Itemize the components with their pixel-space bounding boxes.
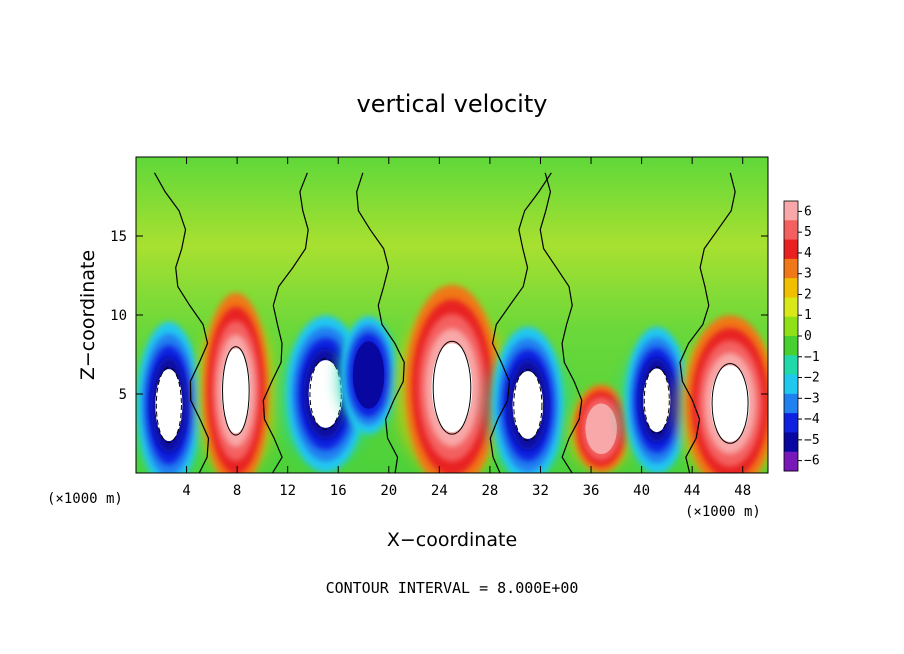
cell-band — [512, 371, 544, 439]
cell-contour — [432, 340, 472, 435]
colorbar-label: −2 — [804, 371, 820, 386]
x-unit-label-left: (×1000 m) — [47, 491, 123, 507]
cell-band — [585, 403, 617, 455]
cell-band — [710, 365, 750, 442]
colorbar-label: 3 — [804, 267, 812, 282]
colorbar-label: −4 — [804, 412, 820, 427]
x-axis-label: X−coordinate — [387, 529, 517, 551]
y-tick-label: 5 — [119, 387, 127, 403]
x-tick-label: 12 — [279, 483, 296, 499]
y-tick-label: 10 — [110, 308, 127, 324]
colorbar-label: 0 — [804, 329, 812, 344]
x-axis: 4 8 12 16 20 24 28 32 36 40 44 48 — [182, 157, 751, 499]
zero-contours — [153, 172, 736, 473]
cell-contour — [643, 366, 670, 435]
colorbar-label: −6 — [804, 454, 820, 469]
zero-contour-line — [489, 172, 552, 473]
colorbar-swatch — [784, 451, 798, 472]
convective-cell-5 — [394, 284, 510, 473]
colorbar-swatch — [784, 316, 798, 337]
cell-contour — [711, 363, 749, 444]
colorbar-swatch — [784, 374, 798, 395]
colorbar-label: −5 — [804, 433, 820, 448]
cell-band — [221, 348, 251, 434]
cell-contour — [513, 369, 543, 441]
velocity-field — [136, 284, 768, 473]
y-axis: 5 10 15 — [110, 229, 768, 403]
colorbar-swatch — [784, 413, 798, 433]
cell-band — [155, 369, 183, 442]
colorbar-label: 6 — [804, 204, 812, 219]
convective-cell-9 — [674, 315, 768, 473]
cell-band — [352, 341, 385, 409]
x-tick-label: 28 — [481, 483, 498, 499]
x-tick-label: 48 — [734, 483, 751, 499]
x-tick-label: 32 — [532, 483, 549, 499]
convective-cell-4 — [334, 316, 403, 434]
x-tick-label: 20 — [380, 483, 397, 499]
zero-contour-line — [262, 172, 309, 473]
colorbar-swatch — [784, 297, 798, 318]
colorbar-swatch — [784, 201, 798, 221]
chart-title: vertical velocity — [357, 90, 548, 118]
colorbar: 6 5 4 3 2 1 0 −1 −2 −3 −4 −5 −6 — [783, 200, 820, 472]
x-tick-label: 4 — [182, 483, 190, 499]
colorbar-swatch — [784, 258, 798, 279]
x-tick-label: 8 — [233, 483, 241, 499]
colorbar-swatch — [784, 336, 798, 356]
convective-cell-2 — [195, 292, 277, 473]
zero-contour-line — [356, 172, 405, 473]
cell-contour — [222, 346, 250, 436]
cell-band — [308, 360, 343, 428]
plot-area — [136, 157, 768, 473]
zero-contour-line — [679, 172, 736, 473]
colorbar-swatch — [784, 239, 798, 260]
convective-cell-7 — [567, 384, 635, 473]
contour-interval-note: CONTOUR INTERVAL = 8.000E+00 — [326, 579, 579, 597]
colorbar-label: 2 — [804, 287, 812, 302]
convective-cell-1 — [136, 321, 208, 473]
colorbar-label: 1 — [804, 308, 812, 323]
x-tick-label: 44 — [684, 483, 701, 499]
colorbar-label: 4 — [804, 246, 812, 261]
zero-contour-line — [539, 172, 583, 473]
colorbar-label: 5 — [804, 225, 812, 240]
x-tick-label: 36 — [583, 483, 600, 499]
colorbar-swatch — [784, 220, 798, 241]
colorbar-swatch — [784, 393, 798, 414]
cell-contour — [155, 366, 182, 444]
colorbar-swatch — [784, 432, 798, 453]
x-unit-label-right: (×1000 m) — [685, 504, 761, 520]
convective-cell-8 — [618, 326, 696, 473]
cell-band — [643, 368, 671, 433]
x-tick-label: 24 — [431, 483, 448, 499]
y-axis-label: Z−coordinate — [77, 250, 99, 380]
colorbar-label: −1 — [804, 350, 820, 365]
x-tick-label: 16 — [330, 483, 347, 499]
x-tick-label: 40 — [633, 483, 650, 499]
colorbar-swatch — [784, 278, 798, 298]
y-tick-label: 15 — [110, 229, 127, 245]
zero-contour-line — [153, 172, 210, 473]
colorbar-label: −3 — [804, 391, 820, 406]
cell-band — [431, 343, 473, 433]
colorbar-swatch — [784, 355, 798, 376]
